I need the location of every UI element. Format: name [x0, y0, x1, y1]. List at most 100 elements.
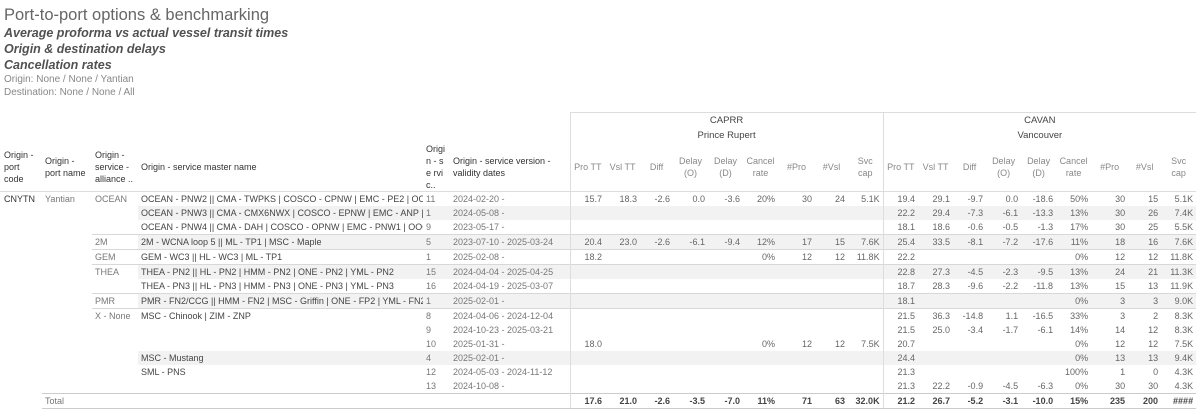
header-cavan-diff[interactable]: Diff: [953, 143, 987, 192]
caprr--pro: [778, 351, 816, 365]
caprr-delay-o: [673, 220, 708, 235]
header-cavan-delay-o[interactable]: Delay (O): [986, 143, 1022, 192]
table-row[interactable]: SML - PNS 12 2024-05-03 - 2024-11-12 21.3 10…: [0, 365, 1196, 379]
header-caprr-svc-cap[interactable]: Svc cap: [848, 143, 884, 192]
header-origin-master[interactable]: Origin - service master name: [138, 143, 423, 192]
caprr--pro: [778, 308, 816, 323]
table-row[interactable]: 13 2024-10-08 - 21.3 22.2 -0.9 -4.5 -6.3 0% 30 30…: [0, 379, 1196, 394]
header-caprr-delay-o[interactable]: Delay (O): [673, 143, 709, 192]
origin-alliance: 2M: [92, 234, 138, 250]
page-title: Port-to-port options & benchmarking: [4, 6, 270, 24]
header-origin-dates[interactable]: Origin - service version - validity date…: [450, 143, 571, 192]
header-cavan-pro-tt[interactable]: Pro TT: [882, 143, 919, 192]
origin-service-num: 1: [423, 293, 450, 309]
table-row[interactable]: OCEAN - PNW3 || CMA - CMX6NWX | COSCO - …: [0, 206, 1197, 220]
origin-service-master[interactable]: [138, 323, 423, 337]
header-cavan-vsl-tt[interactable]: Vsl TT: [918, 143, 954, 192]
origin-port-name: [42, 235, 92, 250]
caprr--pro: [778, 206, 816, 220]
cavan-delay-o: 0.0: [1005, 194, 1019, 204]
origin-validity-dates: 2024-04-04 - 2025-04-25: [450, 264, 571, 279]
table-row[interactable]: 10 2025-01-31 -18.0 0% 12 12 7.5K 20.7 0% 12 12 7.…: [0, 337, 1196, 351]
caprr--pro: 17: [778, 234, 816, 250]
total-cavan-pro-tt: 21.2: [882, 393, 919, 409]
cavan-delay-d: [1021, 249, 1057, 265]
total-caprr--vsl: 63: [815, 393, 849, 409]
caprr--vsl: [815, 264, 849, 279]
origin-service-master[interactable]: THEA - PN3 || HL - PN3 | HMM - PN3 | ONE…: [141, 281, 394, 291]
cavan--vsl: 16: [1128, 234, 1162, 250]
origin-service-master[interactable]: MSC - Chinook | ZIM - ZNP: [138, 308, 423, 323]
header-caprr-pro-tt[interactable]: Pro TT: [569, 143, 606, 192]
origin-service-master[interactable]: GEM - WC3 || HL - WC3 | ML - TP1: [138, 249, 423, 265]
cavan--pro: 12: [1091, 249, 1129, 265]
origin-service-master[interactable]: OCEAN - PNW4 || CMA - DAH | COSCO - OPNW…: [141, 222, 423, 232]
header-caprr-vsl-tt[interactable]: Vsl TT: [605, 143, 641, 192]
origin-service-master[interactable]: [138, 379, 423, 394]
header-cavan--vsl[interactable]: #Vsl: [1128, 143, 1162, 192]
dashboard-header: Port-to-port options & benchmarking Aver…: [4, 5, 288, 99]
header-origin-port-code[interactable]: Origin - port code: [0, 143, 42, 192]
origin-service-master[interactable]: 2M - WCNA loop 5 || ML - TP1 | MSC - Map…: [138, 234, 423, 250]
header-caprr--pro[interactable]: #Pro: [778, 143, 816, 192]
header-cavan-delay-d[interactable]: Delay (D): [1021, 143, 1057, 192]
cavan-diff: [953, 337, 986, 351]
table-row[interactable]: CNYTN Yantian OCEAN OCEAN - PNW2 || CMA - T…: [0, 191, 1196, 206]
table-row[interactable]: 2M 2M - WCNA loop 5 || ML - TP1 | MSC - M…: [0, 234, 1197, 250]
caprr-pro-tt: [569, 365, 606, 379]
cavan--vsl: 25: [1148, 222, 1159, 232]
caprr-pro-tt: 18.2: [569, 249, 606, 265]
header-cavan-cancel-rate[interactable]: Cancel rate: [1056, 143, 1092, 192]
table-row[interactable]: THEA THEA - PN2 || HL - PN2 | HMM - PN2 |…: [0, 264, 1197, 279]
table-row[interactable]: 9 2024-10-23 - 2025-03-21 21.5 25.0 -3.4 -1.7…: [0, 323, 1196, 337]
origin-port-code: [0, 294, 42, 309]
cavan-cancel-rate: 0%: [1056, 351, 1092, 365]
table-row[interactable]: PMR PMR - FN2/CCG || HMM - FN2 | MSC - Gr…: [0, 293, 1197, 309]
cavan-diff: -7.3: [953, 206, 987, 220]
table-row[interactable]: X - None MSC - Chinook | ZIM - ZNP 8 2024-0…: [0, 308, 1197, 323]
table-row[interactable]: GEM GEM - WC3 || HL - WC3 | ML - TP1 1 2025…: [0, 249, 1197, 265]
header-caprr--vsl[interactable]: #Vsl: [815, 143, 849, 192]
header-origin-alliance[interactable]: Origin - service - alliance ..: [92, 143, 138, 192]
caprr-pro-tt: [569, 379, 606, 394]
origin-service-master[interactable]: SML - PNS: [141, 367, 186, 377]
cavan-pro-tt: 21.3: [882, 365, 919, 379]
header-caprr-diff[interactable]: Diff: [640, 143, 674, 192]
origin-service-master[interactable]: THEA - PN2 || HL - PN2 | HMM - PN2 | ONE…: [138, 264, 423, 279]
table-row[interactable]: OCEAN - PNW4 || CMA - DAH | COSCO - OPNW…: [0, 220, 1196, 235]
origin-service-num: 9: [426, 325, 432, 335]
caprr-delay-o: -6.1: [673, 234, 709, 250]
header-caprr-delay-d[interactable]: Delay (D): [708, 143, 744, 192]
origin-service-master[interactable]: PMR - FN2/CCG || HMM - FN2 | MSC - Griff…: [138, 293, 423, 309]
origin-validity-dates: 2025-01-31 -: [453, 339, 505, 349]
header-caprr-cancel-rate[interactable]: Cancel rate: [743, 143, 779, 192]
cavan-pro-tt: 21.5: [882, 323, 919, 337]
table-row[interactable]: THEA - PN3 || HL - PN3 | HMM - PN3 | ONE…: [0, 279, 1196, 294]
origin-service-master[interactable]: OCEAN - PNW2 || CMA - TWPKS | COSCO - CP…: [141, 194, 423, 204]
caprr-delay-d: [708, 323, 743, 337]
cavan-pro-tt: 18.1: [882, 220, 919, 235]
cavan-vsl-tt: 33.5: [918, 234, 954, 250]
cavan-cancel-rate: 0%: [1056, 293, 1092, 309]
dest-code-cavan: CAVAN: [882, 112, 1197, 128]
caprr-pro-tt: 18.0: [569, 337, 606, 351]
origin-port-name: Yantian: [45, 194, 75, 204]
header-cavan-svc-cap[interactable]: Svc cap: [1161, 143, 1197, 192]
cavan-cancel-rate: 13%: [1070, 281, 1089, 291]
header-cavan--pro[interactable]: #Pro: [1091, 143, 1129, 192]
cavan--pro: 13: [1091, 351, 1129, 365]
caprr-svc-cap: [848, 323, 883, 337]
origin-service-master[interactable]: MSC - Mustang: [138, 351, 423, 365]
header-origin-service-num[interactable]: Origi n - se rvic..: [423, 143, 450, 192]
cavan-pro-tt: 18.7: [882, 279, 919, 294]
origin-service-master[interactable]: [138, 337, 423, 351]
cavan-delay-d: [1021, 365, 1056, 379]
caprr--vsl: [815, 351, 849, 365]
total-caprr-delay-d: -7.0: [708, 393, 744, 409]
caprr-delay-d: [708, 308, 744, 323]
table-row[interactable]: MSC - Mustang 4 2025-02-01 -24.4 0% 13 13 9.4K: [0, 351, 1197, 365]
origin-port-code: [0, 351, 42, 365]
header-origin-port-name[interactable]: Origin - port name: [42, 143, 92, 192]
origin-service-master[interactable]: OCEAN - PNW3 || CMA - CMX6NWX | COSCO - …: [138, 206, 423, 220]
cavan-delay-o: [986, 337, 1021, 351]
